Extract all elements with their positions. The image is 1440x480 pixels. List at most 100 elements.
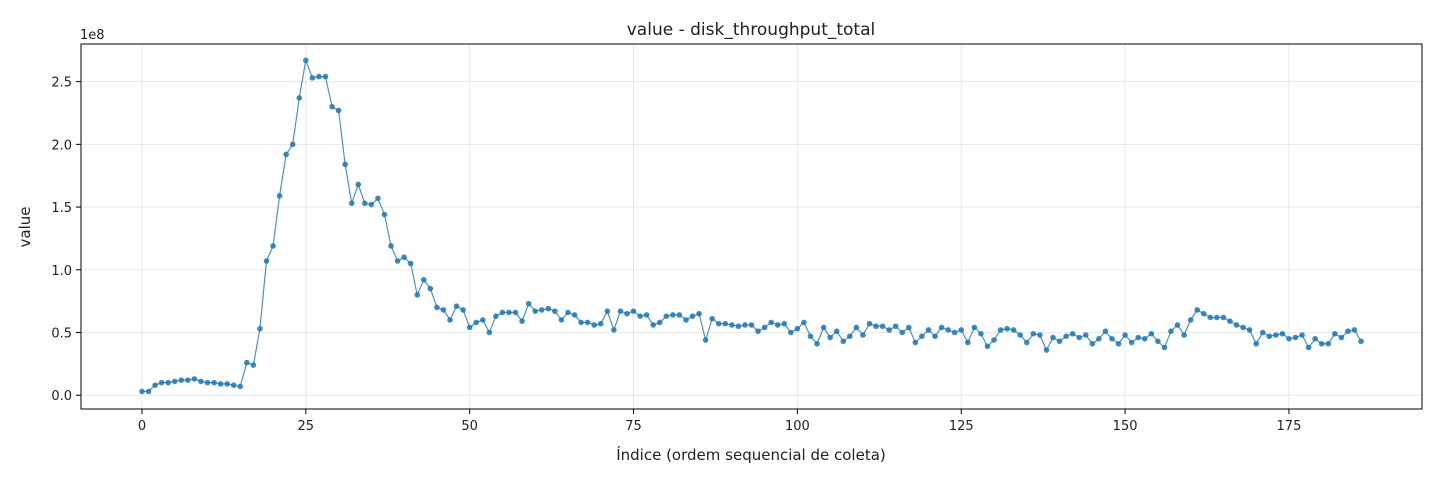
data-point [873,323,879,330]
data-point [1135,334,1141,341]
data-point [296,95,303,101]
data-point [1286,335,1292,342]
data-point [1338,334,1345,341]
data-point [696,310,702,317]
data-point [938,324,945,331]
data-point [1017,332,1024,338]
x-tick-label: 50 [461,419,478,434]
data-point [1128,339,1135,346]
data-point [145,388,152,395]
data-point [283,151,289,158]
data-point [971,324,978,331]
data-point [552,308,558,314]
y-tick-label: 1.5 [51,201,72,216]
data-point [925,327,932,333]
x-tick-label: 0 [138,419,146,434]
data-point [1023,339,1030,346]
data-point [932,333,938,340]
data-point [886,327,892,333]
y-tick-label: 0.5 [51,326,72,341]
x-axis-label: Índice (ordem sequencial de coleta) [616,445,886,464]
data-point [506,309,512,316]
data-point [342,161,348,168]
data-point [978,330,984,337]
data-point [152,382,158,388]
data-point [840,338,847,345]
data-point [1266,333,1273,340]
data-point [1187,317,1194,323]
data-point [892,323,899,330]
data-point [178,377,185,383]
data-point [355,181,362,188]
data-point [1259,329,1266,336]
data-point [729,322,735,328]
data-point [1004,325,1010,332]
data-point [1168,328,1174,335]
data-point [1161,344,1168,351]
y-axis-ticks: 0.0 0.5 1.0 1.5 2.0 2.5 [51,76,81,404]
data-point [204,379,211,386]
data-point [788,329,794,336]
data-point [1096,335,1102,342]
data-point [827,334,833,341]
data-point [1050,334,1056,341]
data-point [617,308,624,314]
data-point [794,325,801,332]
data-point [165,379,171,386]
data-point [191,376,198,382]
data-point [1148,330,1155,337]
data-point [630,308,637,314]
data-point [381,211,388,218]
data-point [1141,335,1148,342]
data-point [263,258,270,264]
data-point [1181,332,1187,338]
data-point [919,333,925,340]
data-point [1155,338,1161,345]
data-point [958,327,965,333]
data-point [1122,332,1128,338]
data-point [362,200,368,207]
data-point [1279,330,1286,337]
data-point [951,329,958,336]
data-point [912,339,919,346]
data-point [1299,332,1305,338]
data-point [420,277,427,283]
data-point [479,317,486,323]
data-point [847,333,853,340]
data-point [519,318,525,325]
data-point [1345,328,1351,335]
data-point [1174,322,1181,328]
data-point [604,308,611,314]
data-point [335,107,342,114]
data-point [407,260,414,267]
data-point [270,243,276,249]
data-point [689,313,696,319]
data-point [211,379,217,386]
data-point [545,305,552,312]
data-point [1082,332,1089,338]
data-point [303,57,309,64]
data-point [447,317,453,323]
data-point [1227,318,1233,325]
data-point [250,362,257,368]
data-point [656,319,663,326]
plot-frame [80,43,1423,410]
data-point [1030,330,1037,337]
data-point [1214,314,1220,321]
y-tick-label: 2.5 [51,76,72,91]
x-tick-label: 150 [1113,419,1138,434]
data-point [1220,314,1227,321]
data-point [473,319,480,326]
data-point [768,319,774,326]
data-point [1312,335,1318,342]
data-point [1010,327,1017,333]
data-point [991,337,997,343]
data-point [715,320,722,327]
data-point [879,323,886,330]
data-point [774,322,781,328]
data-point [532,308,539,314]
data-point [453,303,460,309]
data-point [1063,333,1069,340]
data-point [676,312,683,318]
